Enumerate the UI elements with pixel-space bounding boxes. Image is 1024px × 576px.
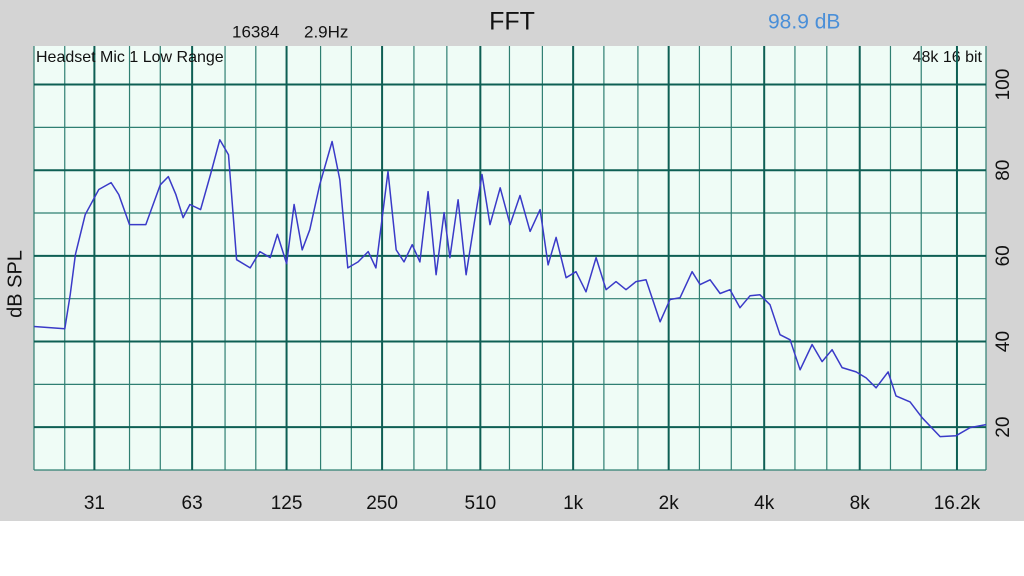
x-tick-label: 2k xyxy=(659,493,680,514)
x-tick-label: 8k xyxy=(850,493,871,514)
y-tick-label: 60 xyxy=(993,245,1014,266)
resolution: 2.9Hz xyxy=(304,22,348,41)
y-tick-label: 40 xyxy=(993,331,1014,352)
input-name[interactable]: Headset Mic 1 Low Range xyxy=(36,49,224,66)
x-tick-label: 510 xyxy=(464,493,496,514)
level-readout[interactable]: 98.9 dB xyxy=(768,11,840,34)
x-tick-label: 4k xyxy=(754,493,775,514)
format: 48k 16 bit xyxy=(913,49,983,66)
x-tick-label: 125 xyxy=(271,493,303,514)
y-axis-label: dB SPL xyxy=(4,250,26,318)
y-tick-label: 100 xyxy=(993,69,1014,101)
x-tick-label: 16.2k xyxy=(934,493,981,514)
x-tick-label: 31 xyxy=(84,493,105,514)
spectrum-line xyxy=(33,139,987,438)
chart-title: FFT xyxy=(489,8,535,36)
x-tick-label: 63 xyxy=(182,493,203,514)
fft-size: 16384 xyxy=(232,22,279,41)
y-tick-label: 20 xyxy=(993,417,1014,438)
x-tick-label: 250 xyxy=(366,493,398,514)
grid xyxy=(33,46,987,471)
plot xyxy=(33,139,987,438)
x-tick-label: 1k xyxy=(563,493,584,514)
y-tick-label: 80 xyxy=(993,160,1014,181)
